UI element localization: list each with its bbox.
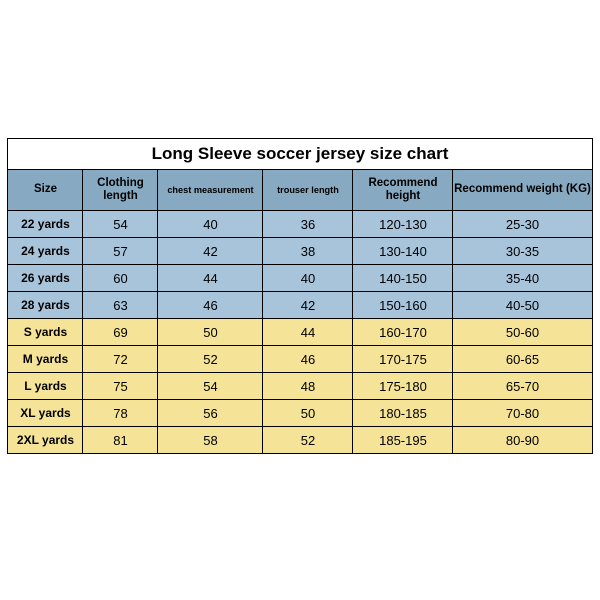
cell-weight: 30-35 (453, 238, 592, 265)
cell-height: 150-160 (353, 292, 453, 319)
cell-size: XL yards (8, 400, 83, 427)
col-chest-measurement: chest measurement (158, 170, 263, 211)
cell-weight: 60-65 (453, 346, 592, 373)
cell-height: 130-140 (353, 238, 453, 265)
cell-size: 28 yards (8, 292, 83, 319)
cell-trouser: 42 (263, 292, 353, 319)
table-row: 2XL yards815852185-19580-90 (8, 427, 592, 454)
chart-title: Long Sleeve soccer jersey size chart (8, 139, 592, 170)
cell-trouser: 46 (263, 346, 353, 373)
cell-weight: 70-80 (453, 400, 592, 427)
col-trouser-length: trouser length (263, 170, 353, 211)
cell-trouser: 50 (263, 400, 353, 427)
cell-clothing_length: 54 (83, 211, 158, 238)
cell-size: 26 yards (8, 265, 83, 292)
cell-weight: 50-60 (453, 319, 592, 346)
cell-weight: 80-90 (453, 427, 592, 454)
table-row: 26 yards604440140-15035-40 (8, 265, 592, 292)
table-row: L yards755448175-18065-70 (8, 373, 592, 400)
cell-chest: 44 (158, 265, 263, 292)
cell-trouser: 52 (263, 427, 353, 454)
cell-size: L yards (8, 373, 83, 400)
cell-size: 22 yards (8, 211, 83, 238)
col-recommend-weight: Recommend weight (KG) (453, 170, 592, 211)
cell-height: 175-180 (353, 373, 453, 400)
table-row: M yards725246170-17560-65 (8, 346, 592, 373)
size-chart-table: Long Sleeve soccer jersey size chart Siz… (7, 138, 592, 454)
cell-clothing_length: 60 (83, 265, 158, 292)
cell-height: 180-185 (353, 400, 453, 427)
cell-trouser: 44 (263, 319, 353, 346)
cell-height: 160-170 (353, 319, 453, 346)
cell-chest: 52 (158, 346, 263, 373)
col-size: Size (8, 170, 83, 211)
cell-height: 120-130 (353, 211, 453, 238)
cell-trouser: 40 (263, 265, 353, 292)
cell-size: M yards (8, 346, 83, 373)
cell-weight: 65-70 (453, 373, 592, 400)
cell-size: 2XL yards (8, 427, 83, 454)
cell-size: S yards (8, 319, 83, 346)
table-row: XL yards785650180-18570-80 (8, 400, 592, 427)
cell-trouser: 36 (263, 211, 353, 238)
table-row: 24 yards574238130-14030-35 (8, 238, 592, 265)
col-clothing-length: Clothinglength (83, 170, 158, 211)
col-recommend-height: Recommendheight (353, 170, 453, 211)
header-row: Size Clothinglength chest measurement tr… (8, 170, 592, 211)
cell-chest: 50 (158, 319, 263, 346)
cell-height: 140-150 (353, 265, 453, 292)
cell-clothing_length: 75 (83, 373, 158, 400)
cell-height: 185-195 (353, 427, 453, 454)
cell-weight: 25-30 (453, 211, 592, 238)
size-chart-container: Long Sleeve soccer jersey size chart Siz… (0, 0, 600, 600)
cell-trouser: 48 (263, 373, 353, 400)
cell-chest: 54 (158, 373, 263, 400)
cell-height: 170-175 (353, 346, 453, 373)
cell-clothing_length: 78 (83, 400, 158, 427)
cell-chest: 56 (158, 400, 263, 427)
cell-clothing_length: 63 (83, 292, 158, 319)
table-row: 28 yards634642150-16040-50 (8, 292, 592, 319)
table-row: 22 yards544036120-13025-30 (8, 211, 592, 238)
cell-chest: 58 (158, 427, 263, 454)
title-row: Long Sleeve soccer jersey size chart (8, 139, 592, 170)
cell-weight: 35-40 (453, 265, 592, 292)
cell-chest: 46 (158, 292, 263, 319)
cell-size: 24 yards (8, 238, 83, 265)
table-row: S yards695044160-17050-60 (8, 319, 592, 346)
cell-chest: 42 (158, 238, 263, 265)
cell-clothing_length: 57 (83, 238, 158, 265)
cell-trouser: 38 (263, 238, 353, 265)
cell-weight: 40-50 (453, 292, 592, 319)
cell-clothing_length: 69 (83, 319, 158, 346)
cell-clothing_length: 72 (83, 346, 158, 373)
cell-clothing_length: 81 (83, 427, 158, 454)
cell-chest: 40 (158, 211, 263, 238)
